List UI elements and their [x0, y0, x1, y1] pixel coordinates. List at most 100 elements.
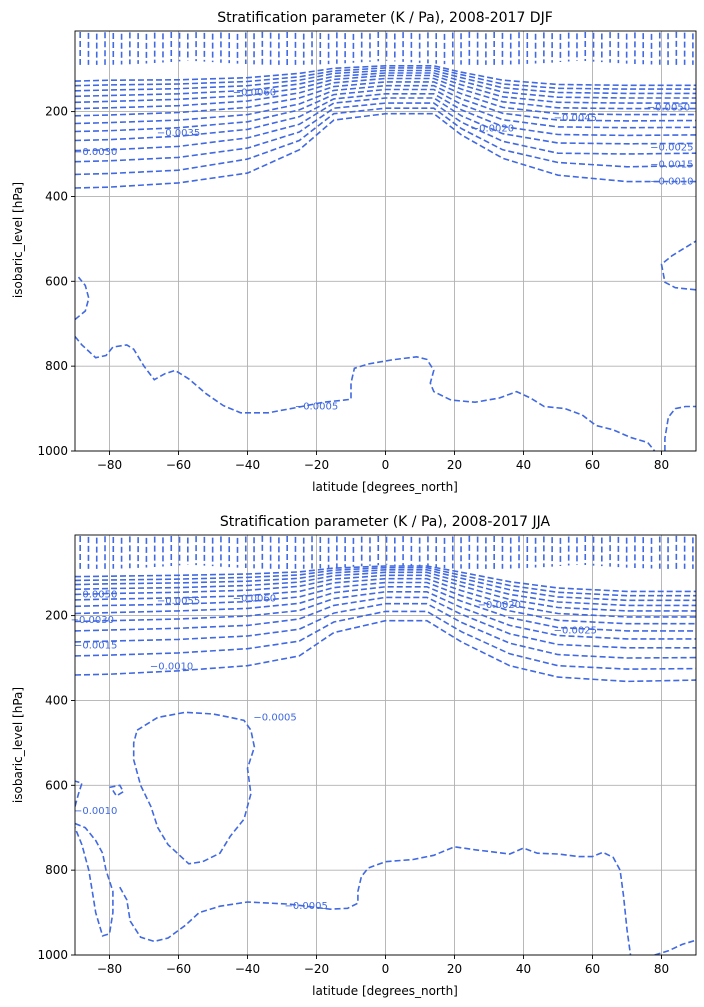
contour-line	[75, 74, 696, 104]
x-tick-label: 40	[516, 962, 531, 976]
x-tick-label: 60	[585, 458, 600, 472]
contour-line	[75, 577, 696, 618]
contour-line	[75, 69, 696, 95]
contour-line	[75, 67, 696, 90]
y-tick-label: 800	[45, 359, 68, 373]
contour-line	[75, 97, 696, 152]
contour-label: −0.0025	[554, 625, 597, 636]
contour-lines	[75, 535, 696, 955]
y-tick-label: 800	[45, 863, 68, 877]
x-tick-label: −20	[304, 962, 329, 976]
contour-line	[75, 596, 696, 649]
y-tick-label: 400	[45, 693, 68, 707]
contour-label: −0.0030	[74, 147, 117, 158]
contour-line	[75, 107, 696, 176]
panel-jja: Stratification parameter (K / Pa), 2008-…	[11, 514, 697, 998]
contour-line	[664, 405, 696, 451]
plot-area: −0.0005 −0.0005 −0.0010 −0.0010 −0.0015 −0.00…	[37, 534, 697, 976]
x-tick-label: −20	[304, 458, 329, 472]
contour-line	[75, 569, 696, 602]
contour-label: −0.0030	[71, 615, 114, 626]
x-tick-label: −40	[235, 458, 260, 472]
y-tick-label: 1000	[37, 444, 68, 458]
contour-line	[75, 602, 696, 659]
y-tick-label: 200	[45, 105, 68, 119]
y-tick-label: 1000	[37, 948, 68, 962]
x-tick-label: −80	[97, 962, 122, 976]
x-tick-label: 0	[382, 458, 390, 472]
contour-line	[75, 566, 696, 597]
contour-label: −0.0055	[157, 596, 200, 607]
contour-label: −0.0060	[233, 594, 276, 605]
y-tick-label: 600	[45, 778, 68, 792]
contour-label: −0.0045	[554, 113, 597, 124]
contour-label: −0.0015	[74, 640, 117, 651]
contour-line	[75, 571, 696, 607]
contour-label: −0.0010	[150, 662, 193, 673]
contour-label: −0.0005	[295, 401, 338, 412]
contour-label: −0.0050	[647, 102, 690, 113]
contour-label: −0.0015	[650, 160, 693, 171]
contour-label: −0.0025	[650, 143, 693, 154]
contour-label: −0.0020	[478, 600, 521, 611]
contour-line	[75, 112, 696, 189]
contour-line	[75, 586, 696, 632]
x-tick-label: 20	[447, 458, 462, 472]
contour-line	[132, 711, 256, 865]
x-tick-label: −60	[166, 962, 191, 976]
contour-line	[654, 939, 696, 955]
upper-contour-band	[79, 31, 694, 65]
contour-label: −0.0005	[284, 901, 327, 912]
contour-labels: −0.0005 −0.0010 −0.0015 −0.0020 −0.0025 −0.00…	[74, 88, 694, 413]
contour-line	[75, 619, 696, 683]
contour-line	[75, 102, 696, 163]
contour-label: −0.0005	[253, 712, 296, 723]
x-axis-label: latitude [degrees_north]	[312, 984, 458, 998]
x-tick-label: 80	[654, 962, 669, 976]
x-tick-label: 60	[585, 962, 600, 976]
contour-line	[75, 81, 696, 117]
y-tick-label: 400	[45, 189, 68, 203]
contour-label: −0.0035	[157, 128, 200, 139]
contour-line	[75, 574, 696, 612]
x-tick-label: 40	[516, 458, 531, 472]
contour-line	[75, 335, 656, 451]
x-tick-label: 80	[654, 458, 669, 472]
y-axis-label: isobaric_level [hPa]	[11, 182, 25, 298]
contour-label: −0.0060	[233, 88, 276, 99]
contour-label: −0.0010	[74, 806, 117, 817]
contour-line	[75, 610, 696, 670]
contour-line	[75, 93, 696, 142]
contour-line	[75, 88, 696, 133]
chart-title: Stratification parameter (K / Pa), 2008-…	[220, 514, 551, 530]
ticks: −80 −60 −40 −20 0 20 40 60 80 200 400 600 800 1000	[37, 105, 669, 472]
x-tick-label: −60	[166, 458, 191, 472]
plot-area: −0.0005 −0.0010 −0.0015 −0.0020 −0.0025 −0.00…	[37, 30, 697, 472]
upper-contour-band	[79, 535, 694, 569]
chart-title: Stratification parameter (K / Pa), 2008-…	[217, 10, 553, 26]
contour-line	[75, 65, 696, 87]
contour-line	[75, 77, 696, 110]
x-tick-label: 0	[382, 962, 390, 976]
y-axis-label: isobaric_level [hPa]	[11, 687, 25, 803]
contour-label: −0.0020	[471, 124, 514, 135]
contour-line	[75, 780, 83, 807]
x-tick-label: −80	[97, 458, 122, 472]
contour-lines	[75, 31, 696, 451]
contour-line	[75, 581, 696, 625]
contour-line	[75, 276, 90, 321]
x-tick-label: −40	[235, 962, 260, 976]
ticks: −80 −60 −40 −20 0 20 40 60 80 200 400 600 800 1000	[37, 609, 669, 976]
contour-line	[75, 72, 696, 99]
contour-line	[75, 84, 696, 125]
contour-label: −0.0050	[74, 589, 117, 600]
contour-line	[75, 822, 114, 937]
y-tick-label: 200	[45, 609, 68, 623]
panel-djf: Stratification parameter (K / Pa), 2008-…	[11, 10, 697, 494]
x-tick-label: 20	[447, 962, 462, 976]
y-tick-label: 600	[45, 274, 68, 288]
contour-line	[660, 240, 696, 291]
x-axis-label: latitude [degrees_north]	[312, 480, 458, 494]
contour-label: −0.0010	[650, 177, 693, 188]
